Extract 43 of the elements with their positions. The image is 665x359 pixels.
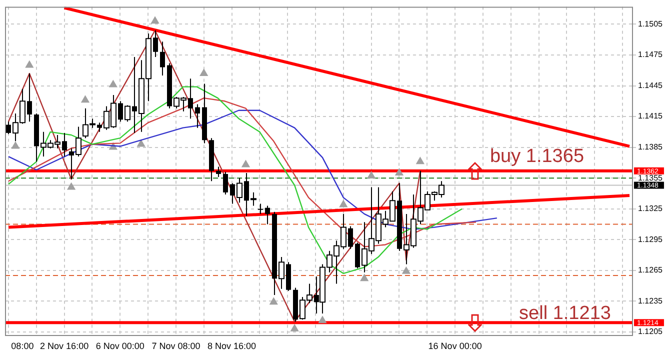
point	[12, 142, 20, 149]
candlestick	[258, 203, 263, 214]
y-tick-label: 1.1505	[638, 19, 664, 28]
x-tick-label: 2 Nov 16:00	[40, 340, 89, 351]
point	[109, 80, 118, 88]
point	[200, 68, 208, 76]
point	[67, 182, 76, 190]
y-tick-label: 1.1475	[638, 50, 664, 60]
point	[395, 168, 404, 176]
point	[402, 266, 410, 274]
point	[360, 274, 368, 282]
y-tick-label: 1.1325	[638, 204, 664, 214]
point	[137, 140, 146, 147]
point	[416, 157, 424, 164]
point	[151, 16, 159, 24]
point	[25, 60, 34, 68]
y-tick-label: 1.1385	[638, 142, 664, 152]
y-tick-label: 1.1265	[638, 266, 664, 275]
point	[290, 324, 299, 332]
x-tick-label: 16 Nov 00:00	[428, 340, 482, 351]
x-tick-label: 6 Nov 00:00	[96, 340, 144, 351]
y-tick-label: 1.1235	[638, 296, 664, 306]
candlestick	[160, 41, 165, 76]
x-tick-label: 08:00	[11, 340, 34, 351]
candlestick	[223, 171, 228, 195]
annotation: buy 1.1365	[490, 146, 584, 168]
point	[242, 160, 250, 168]
y-tick-label: 1.1355	[638, 173, 664, 182]
point	[318, 316, 326, 324]
point	[367, 172, 376, 179]
y-tick-label: 1.1295	[638, 234, 664, 244]
y-tick-label: 1.1445	[638, 80, 664, 90]
x-tick-label: 8 Nov 16:00	[208, 340, 256, 351]
point	[339, 200, 348, 208]
y-tick-label: 1.1415	[638, 112, 664, 121]
point	[81, 96, 90, 103]
candlestick	[216, 166, 221, 178]
annotation: sell 1.1213	[519, 303, 611, 324]
candlestick	[265, 205, 270, 225]
candlestick	[195, 104, 200, 128]
point	[270, 298, 278, 305]
y-tick-label: 1.1205	[638, 327, 664, 336]
x-tick-label: 7 Nov 08:00	[152, 340, 200, 351]
